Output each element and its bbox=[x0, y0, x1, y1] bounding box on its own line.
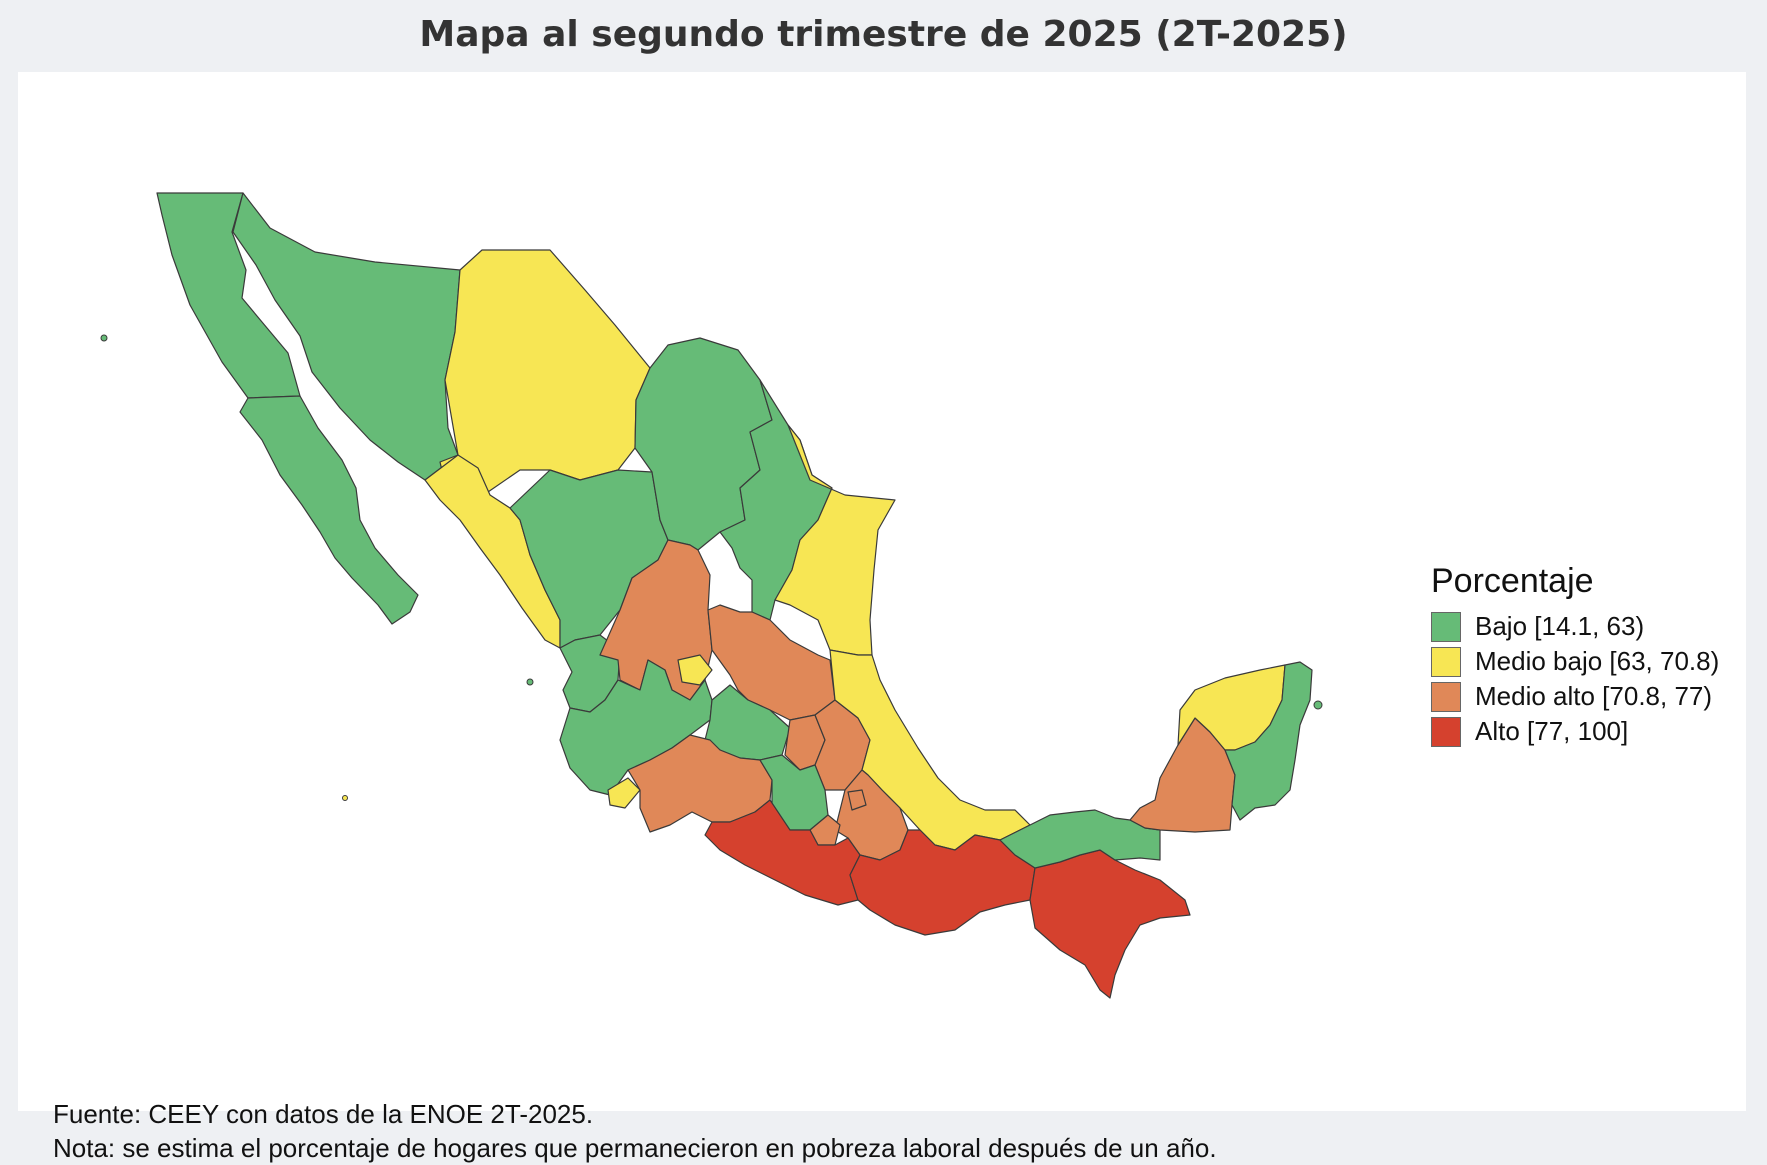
legend-item-medio-bajo: Medio bajo [63, 70.8) bbox=[1431, 644, 1719, 679]
footnotes: Fuente: CEEY con datos de la ENOE 2T-202… bbox=[53, 1097, 1217, 1165]
source-note: Fuente: CEEY con datos de la ENOE 2T-202… bbox=[53, 1099, 594, 1129]
island-marias bbox=[526, 678, 534, 686]
region-colima[interactable]: Colima bbox=[607, 777, 641, 809]
method-note: Nota: se estima el porcentaje de hogares… bbox=[53, 1133, 1217, 1163]
region-tamaulipas[interactable]: Tamaulipas bbox=[774, 424, 896, 656]
region-tabasco[interactable]: Tabasco bbox=[999, 809, 1161, 869]
legend-label: Alto [77, 100] bbox=[1475, 716, 1629, 746]
legend-item-alto: Alto [77, 100] bbox=[1431, 714, 1719, 749]
region-tlaxcala[interactable]: Tlaxcala bbox=[847, 789, 867, 811]
region-chiapas[interactable]: Chiapas bbox=[1029, 849, 1191, 999]
region-aguascalientes[interactable]: Aguascalientes bbox=[677, 654, 713, 686]
legend-label: Bajo [14.1, 63) bbox=[1475, 611, 1645, 641]
region-quintana-roo[interactable]: Quintana Roo bbox=[1224, 661, 1313, 821]
island-cozumel bbox=[1313, 700, 1323, 710]
map-panel: Baja California Baja California Sur Sono… bbox=[18, 72, 1746, 1163]
legend-swatch bbox=[1431, 611, 1461, 642]
legend-swatch bbox=[1431, 681, 1461, 712]
legend-label: Medio bajo [63, 70.8) bbox=[1475, 646, 1720, 676]
mexico-map: Baja California Baja California Sur Sono… bbox=[100, 192, 1323, 999]
island-revillagigedo bbox=[342, 795, 348, 801]
legend: Porcentaje Bajo [14.1, 63) Medio bajo [6… bbox=[1431, 562, 1719, 749]
legend-title: Porcentaje bbox=[1431, 562, 1594, 600]
region-baja-california[interactable]: Baja California bbox=[156, 192, 301, 399]
legend-item-bajo: Bajo [14.1, 63) bbox=[1431, 609, 1719, 644]
legend-item-medio-alto: Medio alto [70.8, 77) bbox=[1431, 679, 1719, 714]
legend-swatch bbox=[1431, 646, 1461, 677]
island-guadalupe bbox=[100, 334, 108, 342]
map-title: Mapa al segundo trimestre de 2025 (2T-20… bbox=[419, 14, 1348, 55]
region-baja-california-sur[interactable]: Baja California Sur bbox=[239, 395, 419, 625]
legend-label: Medio alto [70.8, 77) bbox=[1475, 681, 1713, 711]
legend-swatch bbox=[1431, 716, 1461, 747]
